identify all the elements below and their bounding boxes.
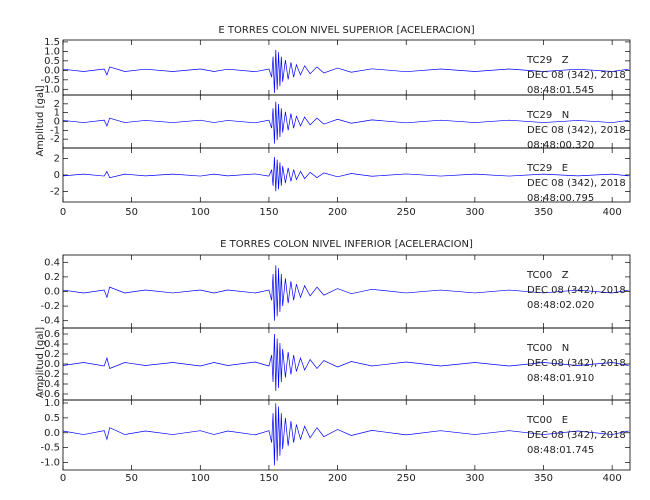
- y-tick-label: 0.5: [44, 413, 60, 424]
- waveform: [62, 156, 629, 192]
- chart-title: E TORRES COLON NIVEL SUPERIOR [ACELERACI…: [218, 25, 474, 36]
- date-label: DEC 08 (342), 2018: [527, 430, 626, 441]
- date-label: DEC 08 (342), 2018: [527, 285, 626, 296]
- y-tick-label: 1.5: [44, 37, 60, 48]
- y-tick-label: 1: [54, 108, 60, 119]
- y-tick-label: 2: [54, 99, 60, 110]
- date-label: DEC 08 (342), 2018: [527, 358, 626, 369]
- x-tick-label: 350: [534, 473, 553, 484]
- y-tick-label: -0.6: [40, 389, 60, 400]
- y-tick-label: 0.0: [44, 428, 60, 439]
- x-tick-label: 400: [603, 207, 622, 218]
- time-label: 08:48:01.910: [527, 373, 594, 384]
- y-tick-label: 1.0: [44, 46, 60, 57]
- y-tick-label: -0.4: [40, 379, 60, 390]
- y-tick-label: -0.2: [40, 301, 60, 312]
- x-tick-label: 200: [328, 207, 347, 218]
- time-label: 08:48:01.745: [527, 445, 594, 456]
- y-tick-label: 0.0: [44, 359, 60, 370]
- x-tick-label: 150: [259, 207, 278, 218]
- x-tick-label: 250: [397, 473, 416, 484]
- y-tick-label: -0.5: [40, 75, 60, 86]
- y-tick-label: 0: [54, 117, 60, 128]
- x-tick-label: 300: [465, 207, 484, 218]
- x-tick-label: 200: [328, 473, 347, 484]
- waveform: [62, 333, 629, 392]
- y-tick-label: 0.2: [44, 272, 60, 283]
- station-label: TC29 E: [526, 163, 568, 174]
- y-tick-label: 0.5: [44, 56, 60, 67]
- x-tick-label: 300: [465, 473, 484, 484]
- panel-frame: [62, 147, 631, 203]
- x-tick-label: 150: [259, 473, 278, 484]
- y-tick-label: 2: [54, 154, 60, 165]
- y-tick-label: -1: [50, 125, 60, 136]
- chart-title: E TORRES COLON NIVEL INFERIOR [ACELERACI…: [220, 239, 473, 250]
- station-label: TC29 Z: [526, 55, 569, 66]
- waveform: [62, 101, 629, 144]
- station-label: TC29 N: [526, 110, 569, 121]
- station-label: TC00 N: [526, 343, 569, 354]
- y-axis-label: Amplitud [gal]: [35, 85, 46, 156]
- waveform: [62, 403, 629, 466]
- time-label: 08:48:00.795: [527, 193, 594, 204]
- date-label: DEC 08 (342), 2018: [527, 178, 626, 189]
- date-label: DEC 08 (342), 2018: [527, 70, 626, 81]
- date-label: DEC 08 (342), 2018: [527, 125, 626, 136]
- panel-frame: [62, 399, 631, 471]
- x-tick-label: 50: [125, 473, 138, 484]
- time-label: 08:48:00.320: [527, 140, 594, 151]
- y-tick-label: -2: [50, 186, 60, 197]
- y-tick-label: -2: [50, 134, 60, 145]
- x-tick-label: 0: [60, 473, 66, 484]
- y-tick-label: 0.0: [44, 287, 60, 298]
- x-tick-label: 350: [534, 207, 553, 218]
- y-tick-label: -1.0: [40, 84, 60, 95]
- x-tick-label: 0: [60, 207, 66, 218]
- x-tick-label: 250: [397, 207, 416, 218]
- y-tick-label: 0.6: [44, 329, 60, 340]
- x-tick-label: 100: [191, 207, 210, 218]
- y-tick-label: 0.2: [44, 349, 60, 360]
- waveform: [62, 49, 629, 94]
- x-tick-label: 400: [603, 473, 622, 484]
- time-label: 08:48:02.020: [527, 300, 594, 311]
- x-tick-label: 100: [191, 473, 210, 484]
- y-tick-label: 1.0: [44, 398, 60, 409]
- station-label: TC00 E: [526, 415, 568, 426]
- y-tick-label: 0.4: [44, 257, 60, 268]
- x-tick-label: 50: [125, 207, 138, 218]
- y-tick-label: -0.5: [40, 443, 60, 454]
- y-tick-label: 0.4: [44, 339, 60, 350]
- station-label: TC00 Z: [526, 270, 569, 281]
- y-tick-label: -0.4: [40, 316, 60, 327]
- y-tick-label: -0.2: [40, 369, 60, 380]
- time-label: 08:48:01.545: [527, 85, 594, 96]
- y-tick-label: -1.0: [40, 458, 60, 469]
- y-axis-label: Amplitud [gal]: [35, 327, 46, 398]
- y-tick-label: 0: [54, 170, 60, 181]
- waveform: [62, 265, 629, 321]
- y-tick-label: 0.0: [44, 65, 60, 76]
